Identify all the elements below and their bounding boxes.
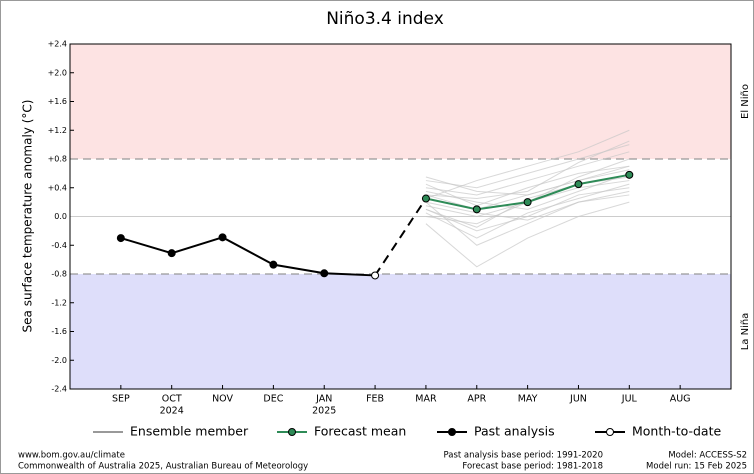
ensemble-line — [425, 183, 630, 239]
ensemble-line — [425, 165, 630, 207]
ensemble-line — [425, 201, 630, 268]
region-label: La Niña — [740, 313, 751, 351]
y-tick-label: -0.8 — [51, 270, 67, 279]
point — [320, 269, 329, 278]
x-tick-sublabel: 2024 — [160, 406, 184, 417]
x-tick-label: AUG — [670, 394, 691, 405]
point — [167, 249, 176, 258]
y-tick-label: -2.0 — [51, 356, 67, 365]
legend-label: Past analysis — [474, 424, 555, 439]
y-tick-label: -1.2 — [51, 298, 67, 307]
point — [421, 194, 430, 203]
y-tick-label: +2.0 — [48, 68, 67, 77]
footer-text: Forecast base period: 1981-2018 — [462, 462, 603, 472]
point — [218, 233, 227, 242]
point — [116, 234, 125, 243]
point — [371, 271, 380, 280]
x-tick-label: JUL — [621, 394, 638, 405]
point — [269, 260, 278, 269]
point — [625, 170, 634, 179]
x-tick-sublabel: 2025 — [312, 406, 336, 417]
legend-marker — [448, 428, 456, 436]
ensemble-line — [425, 151, 630, 196]
ensemble-line — [425, 140, 630, 200]
y-tick-label: +0.4 — [48, 183, 67, 192]
legend-marker — [606, 428, 614, 436]
y-axis-label: Sea surface temperature anomaly (°C) — [21, 100, 35, 333]
y-tick-label: +1.6 — [48, 97, 67, 106]
y-tick-label: +0.8 — [48, 155, 67, 164]
x-tick-label: JAN — [315, 394, 332, 405]
ensemble-line — [425, 169, 630, 196]
ensemble-line — [425, 194, 630, 246]
y-tick-label: -0.4 — [51, 241, 67, 250]
x-tick-label: OCT — [162, 394, 182, 405]
y-tick-label: +1.2 — [48, 126, 67, 135]
x-tick-label: NOV — [212, 394, 233, 405]
legend-label: Month-to-date — [632, 424, 721, 439]
y-tick-label: -2.4 — [51, 385, 67, 394]
legend-marker — [288, 428, 296, 436]
footer-text: Commonwealth of Australia 2025, Australi… — [18, 462, 308, 472]
footer-text: Model run: 15 Feb 2025 — [646, 462, 747, 472]
ensemble-line — [425, 190, 630, 221]
y-tick-label: 0.0 — [54, 212, 67, 221]
connector — [324, 272, 376, 277]
x-tick-label: MAY — [518, 394, 538, 405]
point — [472, 205, 481, 214]
plot-border — [69, 43, 732, 390]
x-tick-label: MAR — [415, 394, 437, 405]
footer-text: Model: ACCESS-S2 — [668, 451, 747, 461]
y-tick-label: -1.6 — [51, 327, 67, 336]
x-tick-label: APR — [467, 394, 486, 405]
chart-title: Niño3.4 index — [326, 9, 444, 29]
x-tick-label: SEP — [112, 394, 130, 405]
x-tick-label: DEC — [263, 394, 283, 405]
region-label: El Niño — [740, 84, 751, 119]
x-tick-label: JUN — [569, 394, 587, 405]
ensemble-line — [425, 144, 630, 189]
region — [70, 274, 731, 389]
point — [574, 180, 583, 189]
legend-label: Forecast mean — [314, 424, 406, 439]
y-tick-label: +2.4 — [48, 40, 67, 49]
connector — [374, 197, 427, 276]
footer-text: www.bom.gov.au/climate — [18, 451, 125, 461]
footer-text: Past analysis base period: 1991-2020 — [444, 451, 603, 461]
region — [70, 44, 731, 159]
legend-label: Ensemble member — [130, 424, 249, 439]
x-tick-label: FEB — [366, 394, 384, 405]
ensemble-line — [425, 187, 630, 232]
point — [523, 198, 532, 207]
